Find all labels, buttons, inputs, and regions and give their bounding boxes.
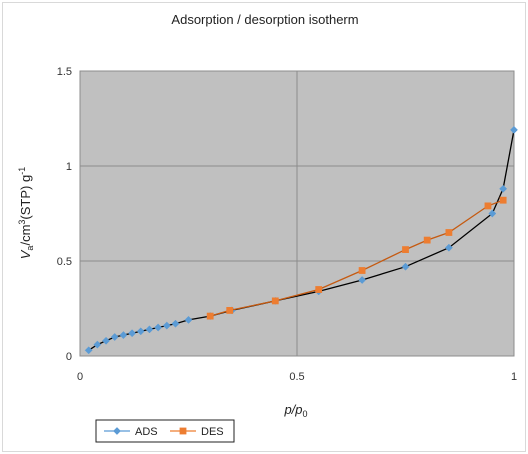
- data-point-ads: [499, 184, 508, 193]
- data-point-ads: [444, 243, 453, 252]
- legend-marker-ads: [113, 427, 121, 435]
- legend-marker-des: [179, 427, 187, 435]
- legend-box: [95, 419, 235, 443]
- legend-item-ads: ADS: [104, 426, 158, 438]
- legend: ADS DES: [95, 419, 235, 443]
- legend-item-des: DES: [170, 426, 224, 438]
- y-tick-label: 0: [66, 351, 72, 363]
- data-point-des: [423, 236, 431, 244]
- data-point-des: [226, 307, 234, 314]
- data-point-des: [358, 267, 366, 274]
- data-point-ads: [162, 321, 171, 330]
- data-point-ads: [358, 276, 367, 284]
- data-point-ads: [110, 333, 119, 341]
- x-tick-label: 0.5: [289, 371, 304, 383]
- grid-lines: [80, 71, 514, 356]
- data-point-ads: [102, 336, 110, 345]
- data-point-des: [445, 229, 453, 236]
- data-point-ads: [154, 323, 163, 332]
- data-point-des: [484, 202, 492, 210]
- data-point-ads: [128, 329, 137, 338]
- axis-ticks: 0 0.5 1 1.5 0 0.5 1: [57, 66, 517, 383]
- data-point-ads: [84, 346, 93, 355]
- legend-label-ads: ADS: [135, 426, 158, 438]
- data-point-ads: [119, 331, 128, 340]
- y-tick-label: 1: [66, 161, 72, 173]
- series-line-ads: [88, 129, 515, 351]
- data-point-ads: [136, 327, 145, 336]
- y-tick-label: 0.5: [57, 256, 72, 268]
- legend-label-des: DES: [201, 426, 224, 438]
- data-point-ads: [93, 340, 102, 349]
- legend-items: ADS DES: [104, 426, 224, 438]
- series-des: [206, 196, 507, 320]
- data-point-ads: [401, 262, 410, 271]
- data-point-des: [499, 196, 507, 204]
- series-line-des: [210, 199, 504, 317]
- data-point-des: [402, 246, 409, 253]
- data-point-ads: [145, 325, 154, 334]
- data-point-ads: [510, 125, 518, 134]
- series-layer: [84, 125, 518, 355]
- y-tick-label: 1.5: [57, 66, 72, 78]
- data-point-des: [315, 286, 323, 293]
- x-axis-label: p/p0: [283, 402, 307, 419]
- x-tick-label: 0: [77, 371, 83, 383]
- data-point-ads: [488, 209, 497, 218]
- data-point-ads: [184, 315, 193, 324]
- data-point-des: [271, 297, 279, 305]
- data-point-ads: [171, 319, 180, 328]
- y-axis-label: Va/cm3(STP) g-1: [17, 167, 35, 259]
- data-point-des: [206, 312, 214, 320]
- chart-title: Adsorption / desorption isotherm: [171, 12, 358, 27]
- x-tick-label: 1: [511, 371, 517, 383]
